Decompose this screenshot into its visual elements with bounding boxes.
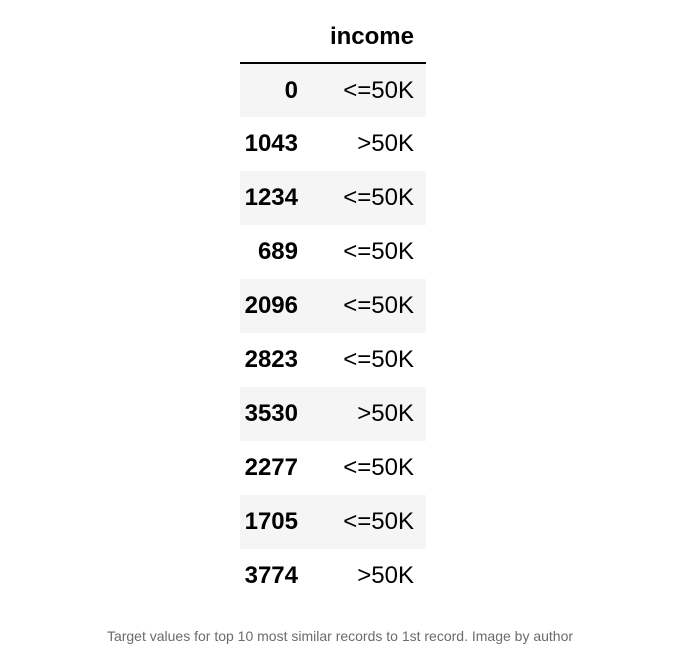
table-row: 1234 <=50K — [240, 171, 426, 225]
income-cell: >50K — [357, 562, 414, 589]
dataframe-table: income 0 <=50K 1043 >50K 1234 <=50K 689 … — [240, 12, 426, 603]
dataframe-table-container: income 0 <=50K 1043 >50K 1234 <=50K 689 … — [240, 12, 426, 603]
table-row: 1043 >50K — [240, 117, 426, 171]
row-index: 1705 — [244, 508, 298, 535]
income-cell: <=50K — [343, 292, 414, 319]
income-cell: >50K — [357, 130, 414, 157]
table-row: 2277 <=50K — [240, 441, 426, 495]
index-header — [240, 12, 318, 64]
row-index: 2823 — [244, 346, 298, 373]
table-row: 3774 >50K — [240, 549, 426, 603]
row-index: 0 — [284, 76, 298, 104]
income-cell: <=50K — [343, 76, 414, 104]
row-index: 3530 — [244, 400, 298, 427]
income-cell: <=50K — [343, 184, 414, 211]
income-cell: <=50K — [343, 508, 414, 535]
table-row: 2096 <=50K — [240, 279, 426, 333]
row-index: 2277 — [244, 454, 298, 481]
table-row: 689 <=50K — [240, 225, 426, 279]
row-index: 689 — [257, 238, 298, 265]
income-cell: <=50K — [343, 346, 414, 373]
image-caption: Target values for top 10 most similar re… — [106, 628, 574, 644]
income-cell: >50K — [357, 400, 414, 427]
table-header-row: income — [240, 12, 426, 64]
income-cell: <=50K — [343, 238, 414, 265]
row-index: 3774 — [244, 562, 298, 589]
income-cell: <=50K — [343, 454, 414, 481]
row-index: 2096 — [244, 292, 298, 319]
table-row: 3530 >50K — [240, 387, 426, 441]
row-index: 1043 — [244, 130, 298, 157]
row-index: 1234 — [244, 184, 298, 211]
table-row: 2823 <=50K — [240, 333, 426, 387]
table-row: 0 <=50K — [240, 63, 426, 117]
column-header-income: income — [318, 12, 426, 64]
table-row: 1705 <=50K — [240, 495, 426, 549]
